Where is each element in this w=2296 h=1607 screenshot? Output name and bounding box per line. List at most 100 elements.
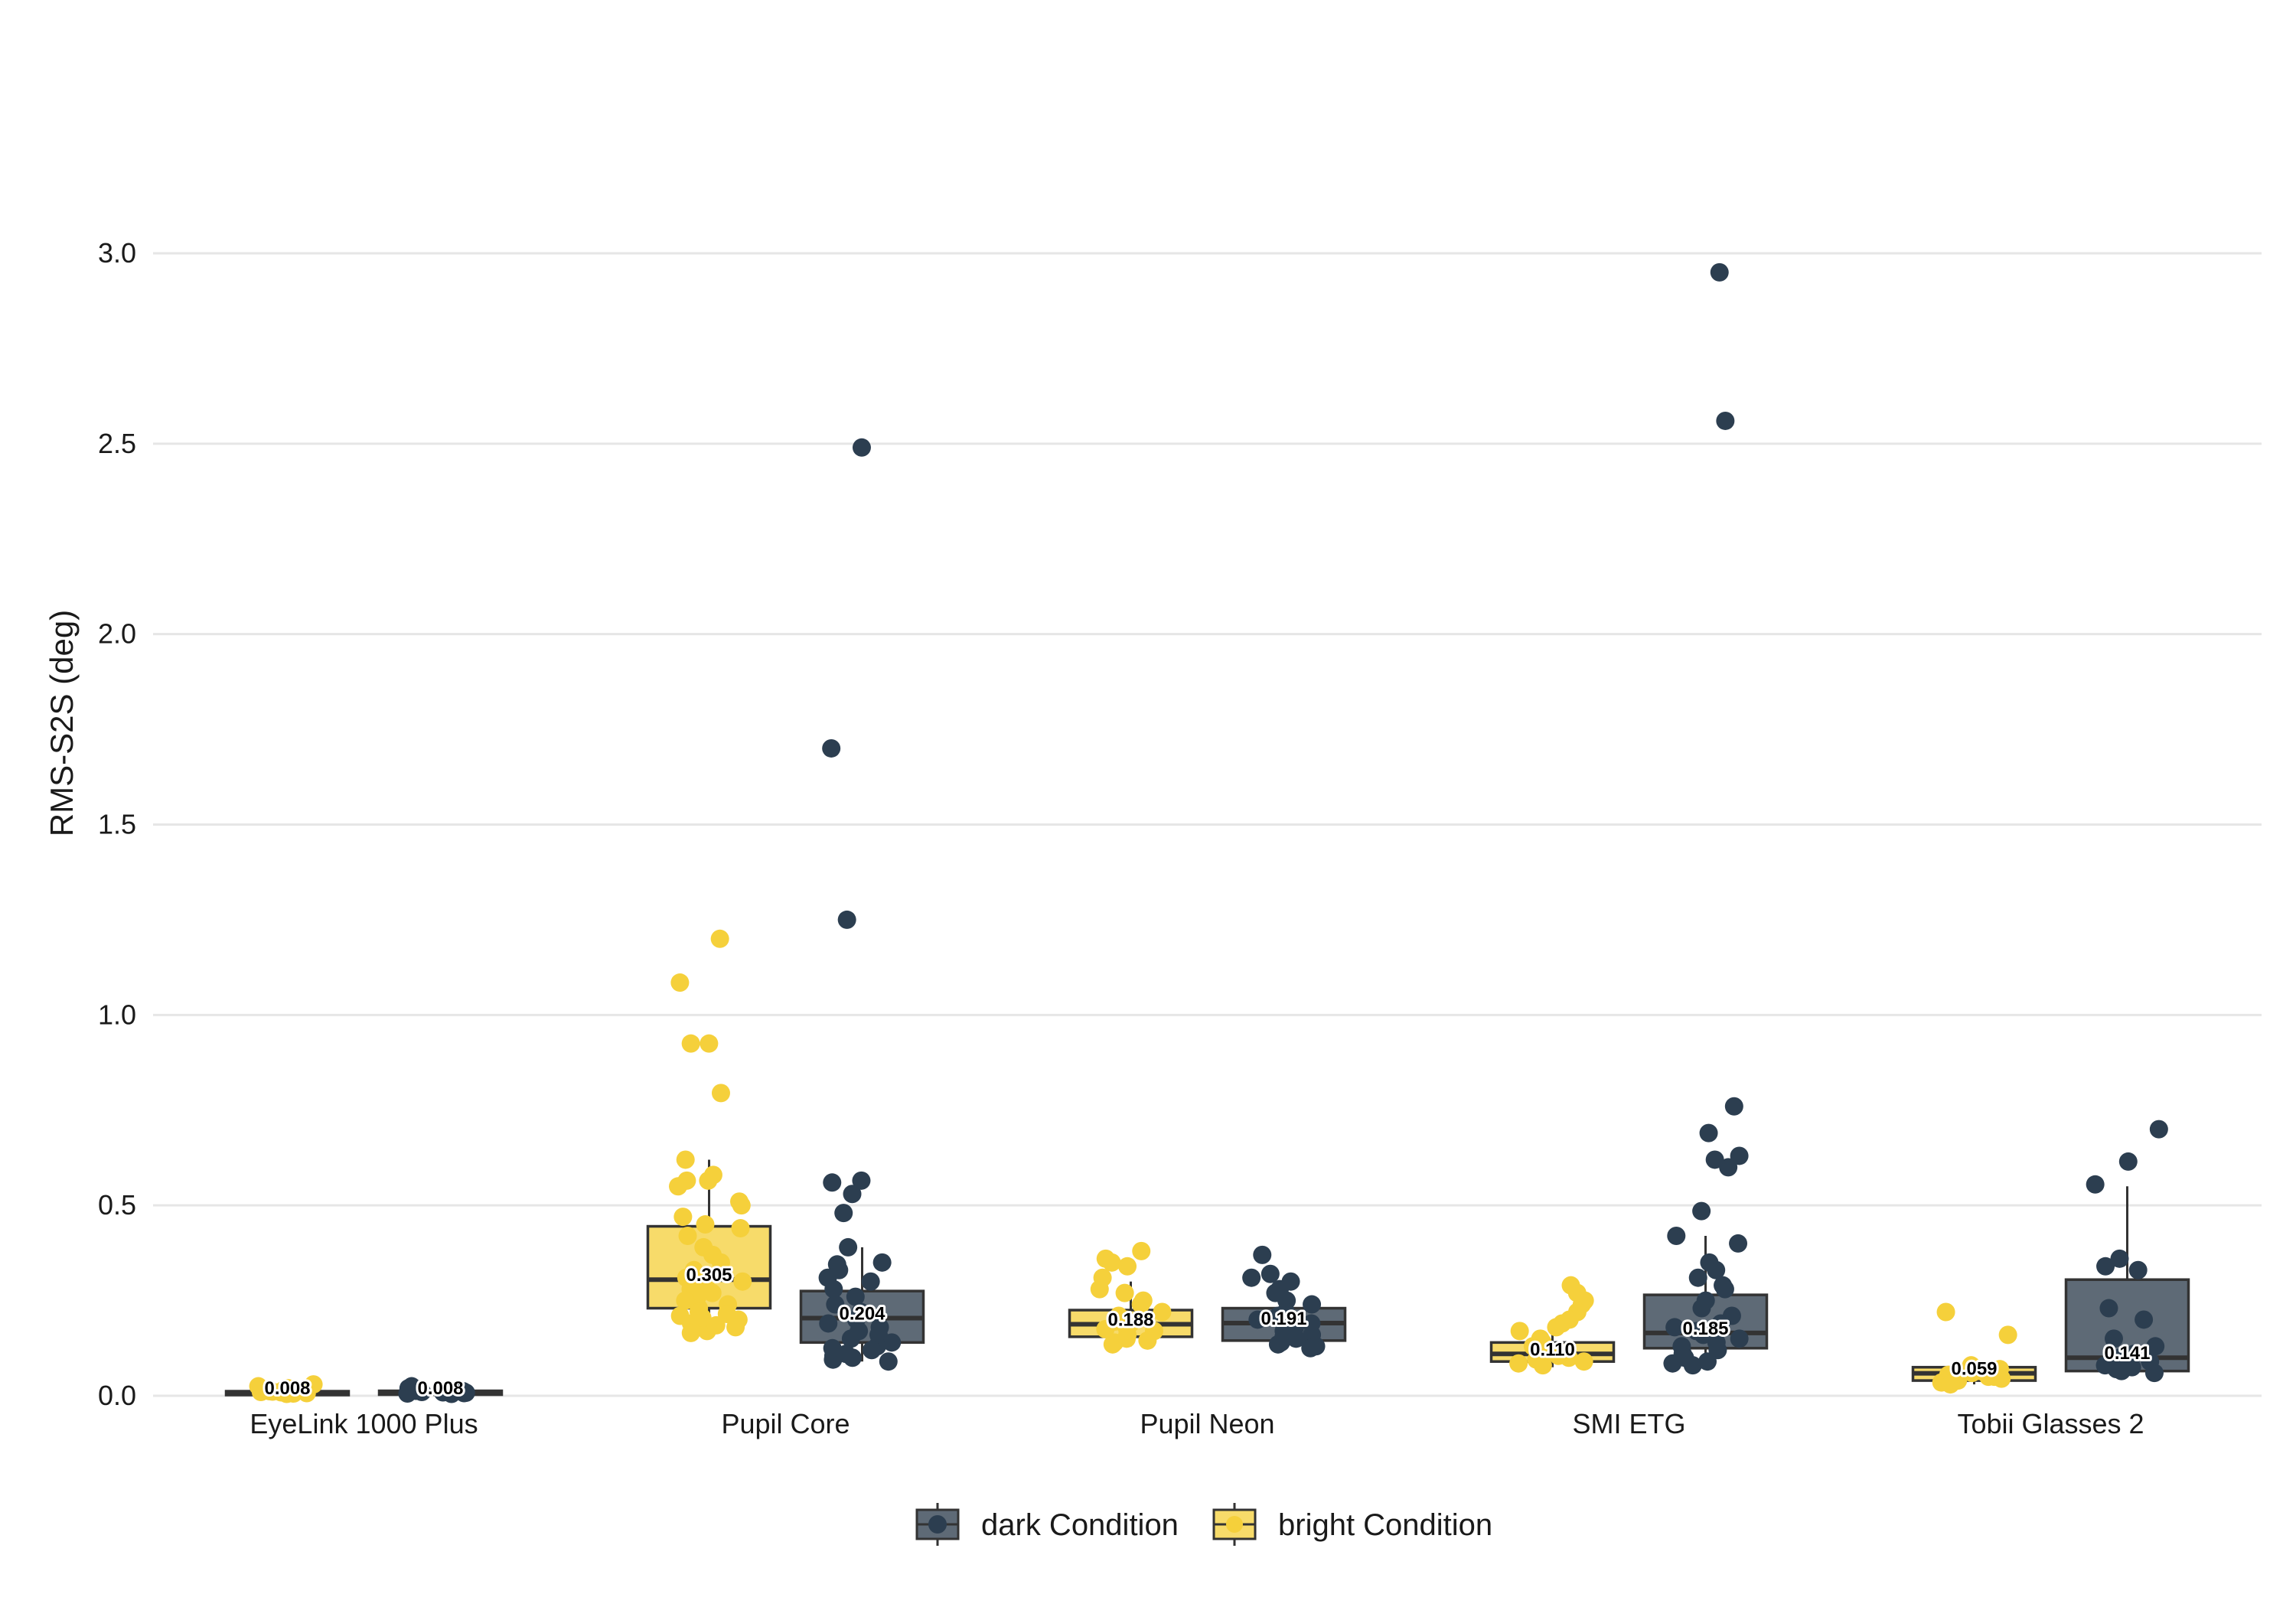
data-point (1936, 1302, 1955, 1322)
data-point (678, 1226, 697, 1245)
data-point (1729, 1234, 1748, 1253)
data-point (699, 1171, 718, 1190)
data-point (1510, 1322, 1529, 1341)
data-point (1248, 1310, 1267, 1329)
data-point (824, 1279, 843, 1299)
data-point (1132, 1241, 1151, 1260)
y-tick-label: 2.5 (98, 428, 136, 459)
data-point (834, 1204, 853, 1223)
data-point (2118, 1152, 2138, 1171)
data-point (1547, 1318, 1566, 1337)
data-point (1699, 1123, 1718, 1143)
data-point (2128, 1260, 2148, 1279)
y-axis-title: RMS-S2S (deg) (44, 610, 80, 836)
data-point (1115, 1283, 1134, 1302)
data-point (1683, 1356, 1702, 1375)
data-point (852, 1171, 871, 1190)
data-point (710, 929, 729, 948)
data-point (822, 738, 841, 758)
data-point (1710, 262, 1729, 282)
legend-key-point (1226, 1516, 1243, 1533)
data-point (823, 1173, 842, 1192)
legend-key (915, 1503, 960, 1546)
y-tick-label: 2.0 (98, 618, 136, 650)
data-point (1998, 1325, 2017, 1345)
data-point (2099, 1299, 2118, 1318)
y-tick-label: 3.0 (98, 237, 136, 269)
legend-key (1212, 1503, 1257, 1546)
data-point (696, 1215, 715, 1234)
data-point (670, 973, 690, 993)
data-point (1705, 1150, 1724, 1169)
data-point (1269, 1306, 1288, 1325)
median-label: 0.204 (839, 1303, 885, 1324)
data-point (673, 1208, 693, 1227)
data-point (1724, 1097, 1743, 1116)
legend-key-point (928, 1515, 947, 1534)
data-point (872, 1253, 892, 1272)
data-point (731, 1219, 750, 1238)
x-tick-label: EyeLink 1000 Plus (249, 1408, 478, 1439)
data-point (676, 1150, 695, 1169)
data-point (700, 1034, 719, 1053)
data-point (843, 1348, 862, 1367)
median-label: 0.059 (1951, 1359, 1997, 1380)
median-label: 0.008 (264, 1378, 310, 1399)
median-label: 0.141 (2104, 1343, 2150, 1364)
data-point (2086, 1175, 2105, 1194)
data-point (1707, 1260, 1726, 1279)
data-point (1153, 1302, 1172, 1322)
data-point (1711, 1314, 1730, 1333)
data-point (839, 1237, 858, 1257)
data-point (1962, 1364, 1981, 1383)
data-point (1663, 1354, 1682, 1373)
data-point (297, 1384, 316, 1403)
data-point (676, 1291, 695, 1310)
x-tick-label: SMI ETG (1572, 1408, 1685, 1439)
y-tick-label: 0.5 (98, 1189, 136, 1221)
data-point (841, 1329, 860, 1348)
data-point (1716, 411, 1735, 430)
data-point (1253, 1245, 1272, 1264)
legend: dark Condition bright Condition (915, 1503, 1492, 1546)
y-tick-label: 1.5 (98, 809, 136, 840)
data-point (1978, 1364, 1998, 1383)
data-point (1698, 1352, 1717, 1371)
data-point (1539, 1342, 1558, 1361)
data-point (823, 1338, 842, 1358)
boxplots (224, 1159, 2190, 1397)
data-point (1118, 1257, 1137, 1276)
data-point (1090, 1279, 1109, 1299)
data-point (1274, 1327, 1293, 1346)
data-point (1509, 1354, 1528, 1373)
data-point (263, 1382, 282, 1401)
data-point (837, 910, 856, 929)
data-point (2110, 1249, 2129, 1268)
data-point (1719, 1158, 1738, 1177)
median-label: 0.305 (686, 1265, 732, 1286)
x-tick-label: Tobii Glasses 2 (1957, 1408, 2144, 1439)
data-point (1688, 1268, 1707, 1287)
data-point (406, 1381, 426, 1400)
legend-label: bright Condition (1278, 1508, 1492, 1542)
x-axis-ticks: EyeLink 1000 Plus Pupil Core Pupil Neon SMI… (249, 1408, 2144, 1439)
data-point (1692, 1201, 1711, 1221)
data-point (455, 1384, 474, 1403)
data-point (733, 1272, 752, 1291)
median-label: 0.188 (1107, 1309, 1153, 1330)
data-point (1692, 1299, 1711, 1318)
data-point (2135, 1310, 2154, 1329)
data-point (861, 1272, 880, 1291)
data-point (879, 1352, 898, 1371)
data-point (1131, 1295, 1150, 1314)
data-point (681, 1323, 700, 1342)
data-point (863, 1341, 882, 1360)
data-point (846, 1287, 865, 1306)
data-point (717, 1305, 736, 1324)
data-point (1730, 1329, 1749, 1348)
data-point (1301, 1338, 1320, 1358)
data-point (1261, 1264, 1280, 1283)
data-point (726, 1318, 745, 1337)
data-point (693, 1308, 712, 1327)
data-point (1103, 1335, 1122, 1354)
